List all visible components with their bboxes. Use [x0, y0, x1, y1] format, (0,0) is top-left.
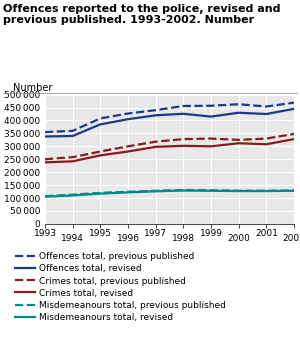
- Offences total, revised: [126, 117, 130, 121]
- Line: Offences total, previous published: Offences total, previous published: [45, 103, 294, 132]
- Misdemeanours total, previous published: [98, 191, 102, 195]
- Crimes total, revised: [237, 141, 241, 145]
- Misdemeanours total, previous published: [43, 194, 47, 198]
- Text: 1999: 1999: [200, 229, 223, 238]
- Text: 1994: 1994: [61, 234, 84, 242]
- Line: Offences total, revised: Offences total, revised: [45, 109, 294, 136]
- Misdemeanours total, revised: [71, 193, 74, 198]
- Misdemeanours total, previous published: [154, 189, 158, 193]
- Crimes total, revised: [292, 137, 296, 141]
- Misdemeanours total, revised: [265, 189, 268, 193]
- Text: Offences reported to the police, revised and
previous published. 1993-2002. Numb: Offences reported to the police, revised…: [3, 4, 280, 25]
- Offences total, previous published: [154, 108, 158, 112]
- Offences total, revised: [98, 122, 102, 127]
- Crimes total, revised: [182, 144, 185, 148]
- Crimes total, revised: [126, 149, 130, 154]
- Crimes total, previous published: [292, 132, 296, 136]
- Misdemeanours total, previous published: [71, 193, 74, 197]
- Misdemeanours total, previous published: [237, 189, 241, 193]
- Line: Crimes total, revised: Crimes total, revised: [45, 139, 294, 162]
- Crimes total, revised: [154, 145, 158, 149]
- Crimes total, previous published: [71, 155, 74, 159]
- Offences total, revised: [43, 134, 47, 139]
- Crimes total, previous published: [237, 138, 241, 142]
- Text: 1998: 1998: [172, 234, 195, 242]
- Misdemeanours total, revised: [98, 191, 102, 196]
- Line: Crimes total, previous published: Crimes total, previous published: [45, 134, 294, 159]
- Misdemeanours total, previous published: [126, 190, 130, 194]
- Offences total, revised: [292, 107, 296, 111]
- Misdemeanours total, revised: [237, 189, 241, 193]
- Offences total, revised: [154, 113, 158, 118]
- Text: 1993: 1993: [34, 229, 56, 238]
- Misdemeanours total, previous published: [292, 188, 296, 193]
- Misdemeanours total, previous published: [182, 188, 185, 192]
- Offences total, previous published: [209, 104, 213, 108]
- Crimes total, previous published: [154, 139, 158, 144]
- Misdemeanours total, previous published: [209, 188, 213, 193]
- Crimes total, previous published: [126, 144, 130, 149]
- Misdemeanours total, revised: [292, 189, 296, 193]
- Offences total, previous published: [292, 100, 296, 105]
- Misdemeanours total, revised: [126, 190, 130, 194]
- Crimes total, previous published: [182, 137, 185, 141]
- Crimes total, previous published: [209, 136, 213, 141]
- Text: Number: Number: [13, 83, 52, 93]
- Text: 2000: 2000: [227, 234, 250, 242]
- Crimes total, previous published: [265, 136, 268, 141]
- Offences total, revised: [237, 111, 241, 115]
- Crimes total, revised: [98, 153, 102, 158]
- Misdemeanours total, revised: [154, 189, 158, 194]
- Crimes total, revised: [43, 160, 47, 165]
- Offences total, revised: [182, 112, 185, 116]
- Offences total, previous published: [265, 104, 268, 109]
- Crimes total, revised: [71, 159, 74, 163]
- Text: 1995: 1995: [89, 229, 112, 238]
- Text: 1996: 1996: [116, 234, 140, 242]
- Offences total, previous published: [71, 128, 74, 133]
- Offences total, revised: [265, 112, 268, 116]
- Text: 2002: 2002: [283, 234, 300, 242]
- Offences total, previous published: [43, 130, 47, 134]
- Text: 2001: 2001: [255, 229, 278, 238]
- Misdemeanours total, revised: [209, 189, 213, 193]
- Crimes total, previous published: [43, 157, 47, 162]
- Misdemeanours total, revised: [182, 188, 185, 193]
- Offences total, previous published: [237, 102, 241, 106]
- Offences total, previous published: [182, 104, 185, 108]
- Crimes total, previous published: [98, 149, 102, 154]
- Offences total, previous published: [98, 116, 102, 120]
- Line: Misdemeanours total, previous published: Misdemeanours total, previous published: [45, 190, 294, 196]
- Crimes total, revised: [265, 142, 268, 146]
- Misdemeanours total, revised: [43, 194, 47, 199]
- Crimes total, revised: [209, 144, 213, 149]
- Offences total, revised: [71, 134, 74, 138]
- Misdemeanours total, previous published: [265, 189, 268, 193]
- Legend: Offences total, previous published, Offences total, revised, Crimes total, previ: Offences total, previous published, Offe…: [15, 252, 226, 322]
- Offences total, previous published: [126, 111, 130, 116]
- Line: Misdemeanours total, revised: Misdemeanours total, revised: [45, 190, 294, 197]
- Text: 1997: 1997: [144, 229, 167, 238]
- Offences total, revised: [209, 114, 213, 119]
